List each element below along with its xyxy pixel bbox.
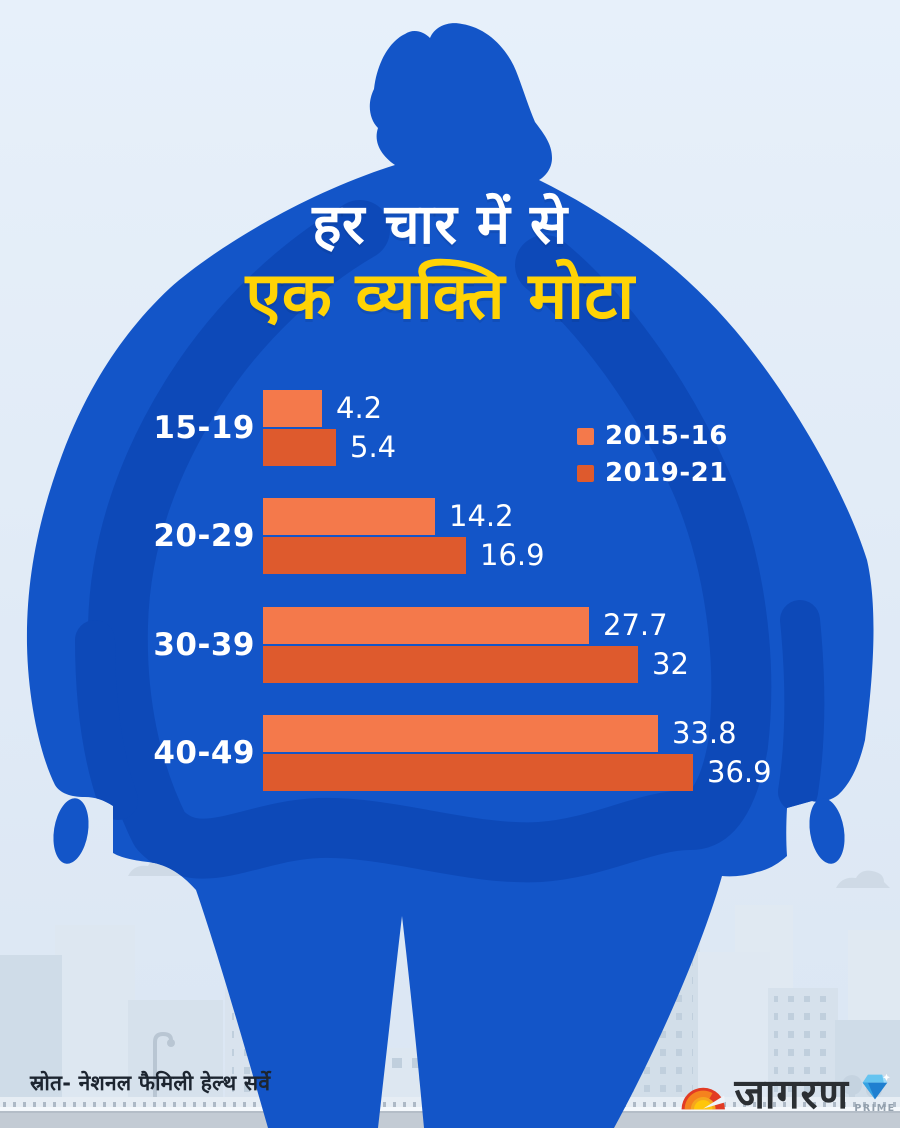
rising-sun-icon (681, 1087, 725, 1110)
diamond-icon (862, 1073, 890, 1100)
brand-wordmark: जागरण (734, 1070, 849, 1119)
chart-legend: 2015-16 2019-21 (577, 421, 728, 495)
source-note: स्रोत- नेशनल फैमिली हेल्थ सर्वे (30, 1071, 271, 1095)
prime-badge: PRIME (854, 1072, 896, 1114)
prime-label: PRIME (854, 1103, 896, 1114)
page-title-line1: हर चार में से (312, 192, 568, 256)
page-title-line2: एक व्यक्ति मोटा (245, 259, 635, 335)
legend-swatch-2015-16 (577, 427, 594, 445)
legend-swatch-2019-21 (577, 464, 594, 482)
brand-logo: जागरण PRIME (680, 1052, 896, 1119)
body-shading (75, 200, 825, 883)
person-silhouette (26, 23, 874, 1128)
legend-label: 2015-16 (605, 421, 728, 451)
legend-label: 2019-21 (605, 458, 728, 488)
legend-item-2015-16: 2015-16 (577, 421, 728, 451)
right-fist (809, 798, 845, 864)
left-fist (53, 798, 89, 864)
legend-item-2019-21: 2019-21 (577, 458, 728, 488)
headline: हर चार में से एक व्यक्ति मोटा (30, 0, 850, 335)
